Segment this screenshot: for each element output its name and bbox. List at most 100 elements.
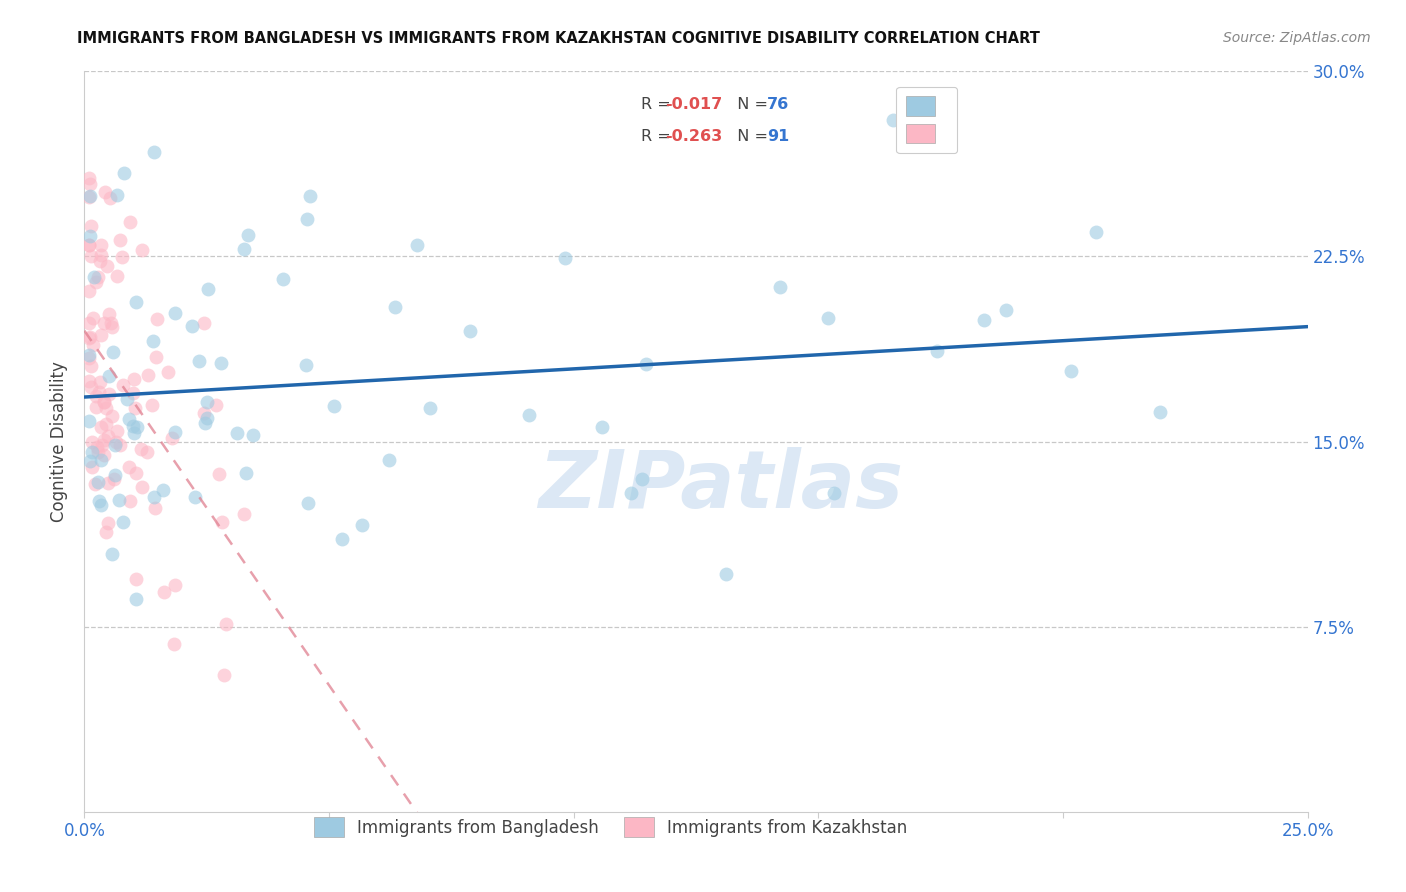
Point: [634, 358, 657, 372]
Point: [121, 419, 143, 434]
Point: [297, 496, 319, 510]
Point: [87, 384, 110, 399]
Point: [384, 300, 406, 314]
Point: [160, 431, 183, 445]
Point: [82, 310, 104, 325]
Point: [118, 460, 141, 475]
Point: [378, 453, 401, 467]
Point: [194, 416, 217, 430]
Point: [84, 275, 107, 289]
Point: [104, 468, 127, 483]
Point: [882, 112, 904, 127]
Point: [93, 316, 115, 330]
Point: [91, 438, 114, 452]
Point: [163, 637, 186, 651]
Point: [631, 472, 654, 486]
Point: [163, 578, 186, 592]
Point: [111, 251, 134, 265]
Text: Source: ZipAtlas.com: Source: ZipAtlas.com: [1223, 31, 1371, 45]
Point: [117, 392, 139, 406]
Point: [193, 406, 215, 420]
Point: [1060, 364, 1083, 378]
Point: [122, 426, 145, 441]
Point: [233, 508, 256, 522]
Point: [77, 189, 100, 203]
Point: [124, 401, 146, 415]
Point: [79, 189, 101, 203]
Point: [350, 518, 373, 533]
Point: [142, 334, 165, 349]
Point: [77, 316, 100, 330]
Point: [460, 324, 482, 338]
Point: [195, 394, 218, 409]
Point: [295, 212, 318, 227]
Point: [90, 248, 112, 262]
Text: N =: N =: [727, 129, 773, 144]
Point: [90, 498, 112, 512]
Point: [125, 295, 148, 310]
Point: [233, 243, 256, 257]
Point: [98, 387, 121, 401]
Point: [77, 171, 100, 186]
Point: [80, 380, 103, 394]
Point: [716, 567, 738, 582]
Point: [79, 454, 101, 468]
Point: [77, 351, 100, 366]
Point: [153, 584, 176, 599]
Point: [96, 417, 118, 432]
Point: [105, 268, 128, 283]
Point: [103, 472, 125, 486]
Point: [209, 356, 232, 370]
Point: [146, 312, 169, 326]
Point: [83, 270, 105, 285]
Point: [77, 414, 100, 428]
Point: [98, 307, 121, 321]
Point: [136, 368, 159, 383]
Point: [208, 467, 231, 482]
Point: [89, 375, 111, 389]
Point: [1085, 225, 1108, 239]
Point: [163, 425, 186, 439]
Point: [97, 516, 120, 531]
Point: [97, 429, 120, 443]
Point: [97, 369, 120, 384]
Point: [591, 419, 613, 434]
Point: [225, 426, 247, 441]
Point: [108, 438, 131, 452]
Point: [142, 490, 165, 504]
Point: [80, 249, 103, 263]
Point: [156, 365, 179, 379]
Point: [330, 532, 353, 546]
Point: [96, 259, 118, 273]
Point: [165, 306, 187, 320]
Point: [125, 592, 148, 607]
Legend: Immigrants from Bangladesh, Immigrants from Kazakhstan: Immigrants from Bangladesh, Immigrants f…: [307, 811, 914, 844]
Point: [108, 233, 131, 247]
Point: [104, 438, 127, 452]
Point: [120, 215, 142, 229]
Text: N =: N =: [727, 97, 773, 112]
Point: [79, 228, 101, 243]
Point: [93, 395, 115, 409]
Point: [90, 238, 112, 252]
Point: [925, 344, 948, 359]
Point: [125, 467, 148, 481]
Point: [295, 358, 318, 372]
Point: [86, 475, 108, 489]
Point: [87, 445, 110, 459]
Text: -0.263: -0.263: [665, 129, 723, 144]
Point: [100, 316, 122, 330]
Point: [77, 238, 100, 252]
Point: [80, 359, 103, 373]
Text: R =: R =: [641, 97, 676, 112]
Point: [122, 386, 145, 401]
Point: [111, 515, 134, 529]
Point: [82, 460, 104, 475]
Point: [817, 311, 839, 326]
Point: [93, 433, 115, 447]
Point: [236, 228, 259, 243]
Point: [127, 419, 149, 434]
Point: [77, 331, 100, 345]
Point: [242, 427, 264, 442]
Point: [82, 445, 104, 459]
